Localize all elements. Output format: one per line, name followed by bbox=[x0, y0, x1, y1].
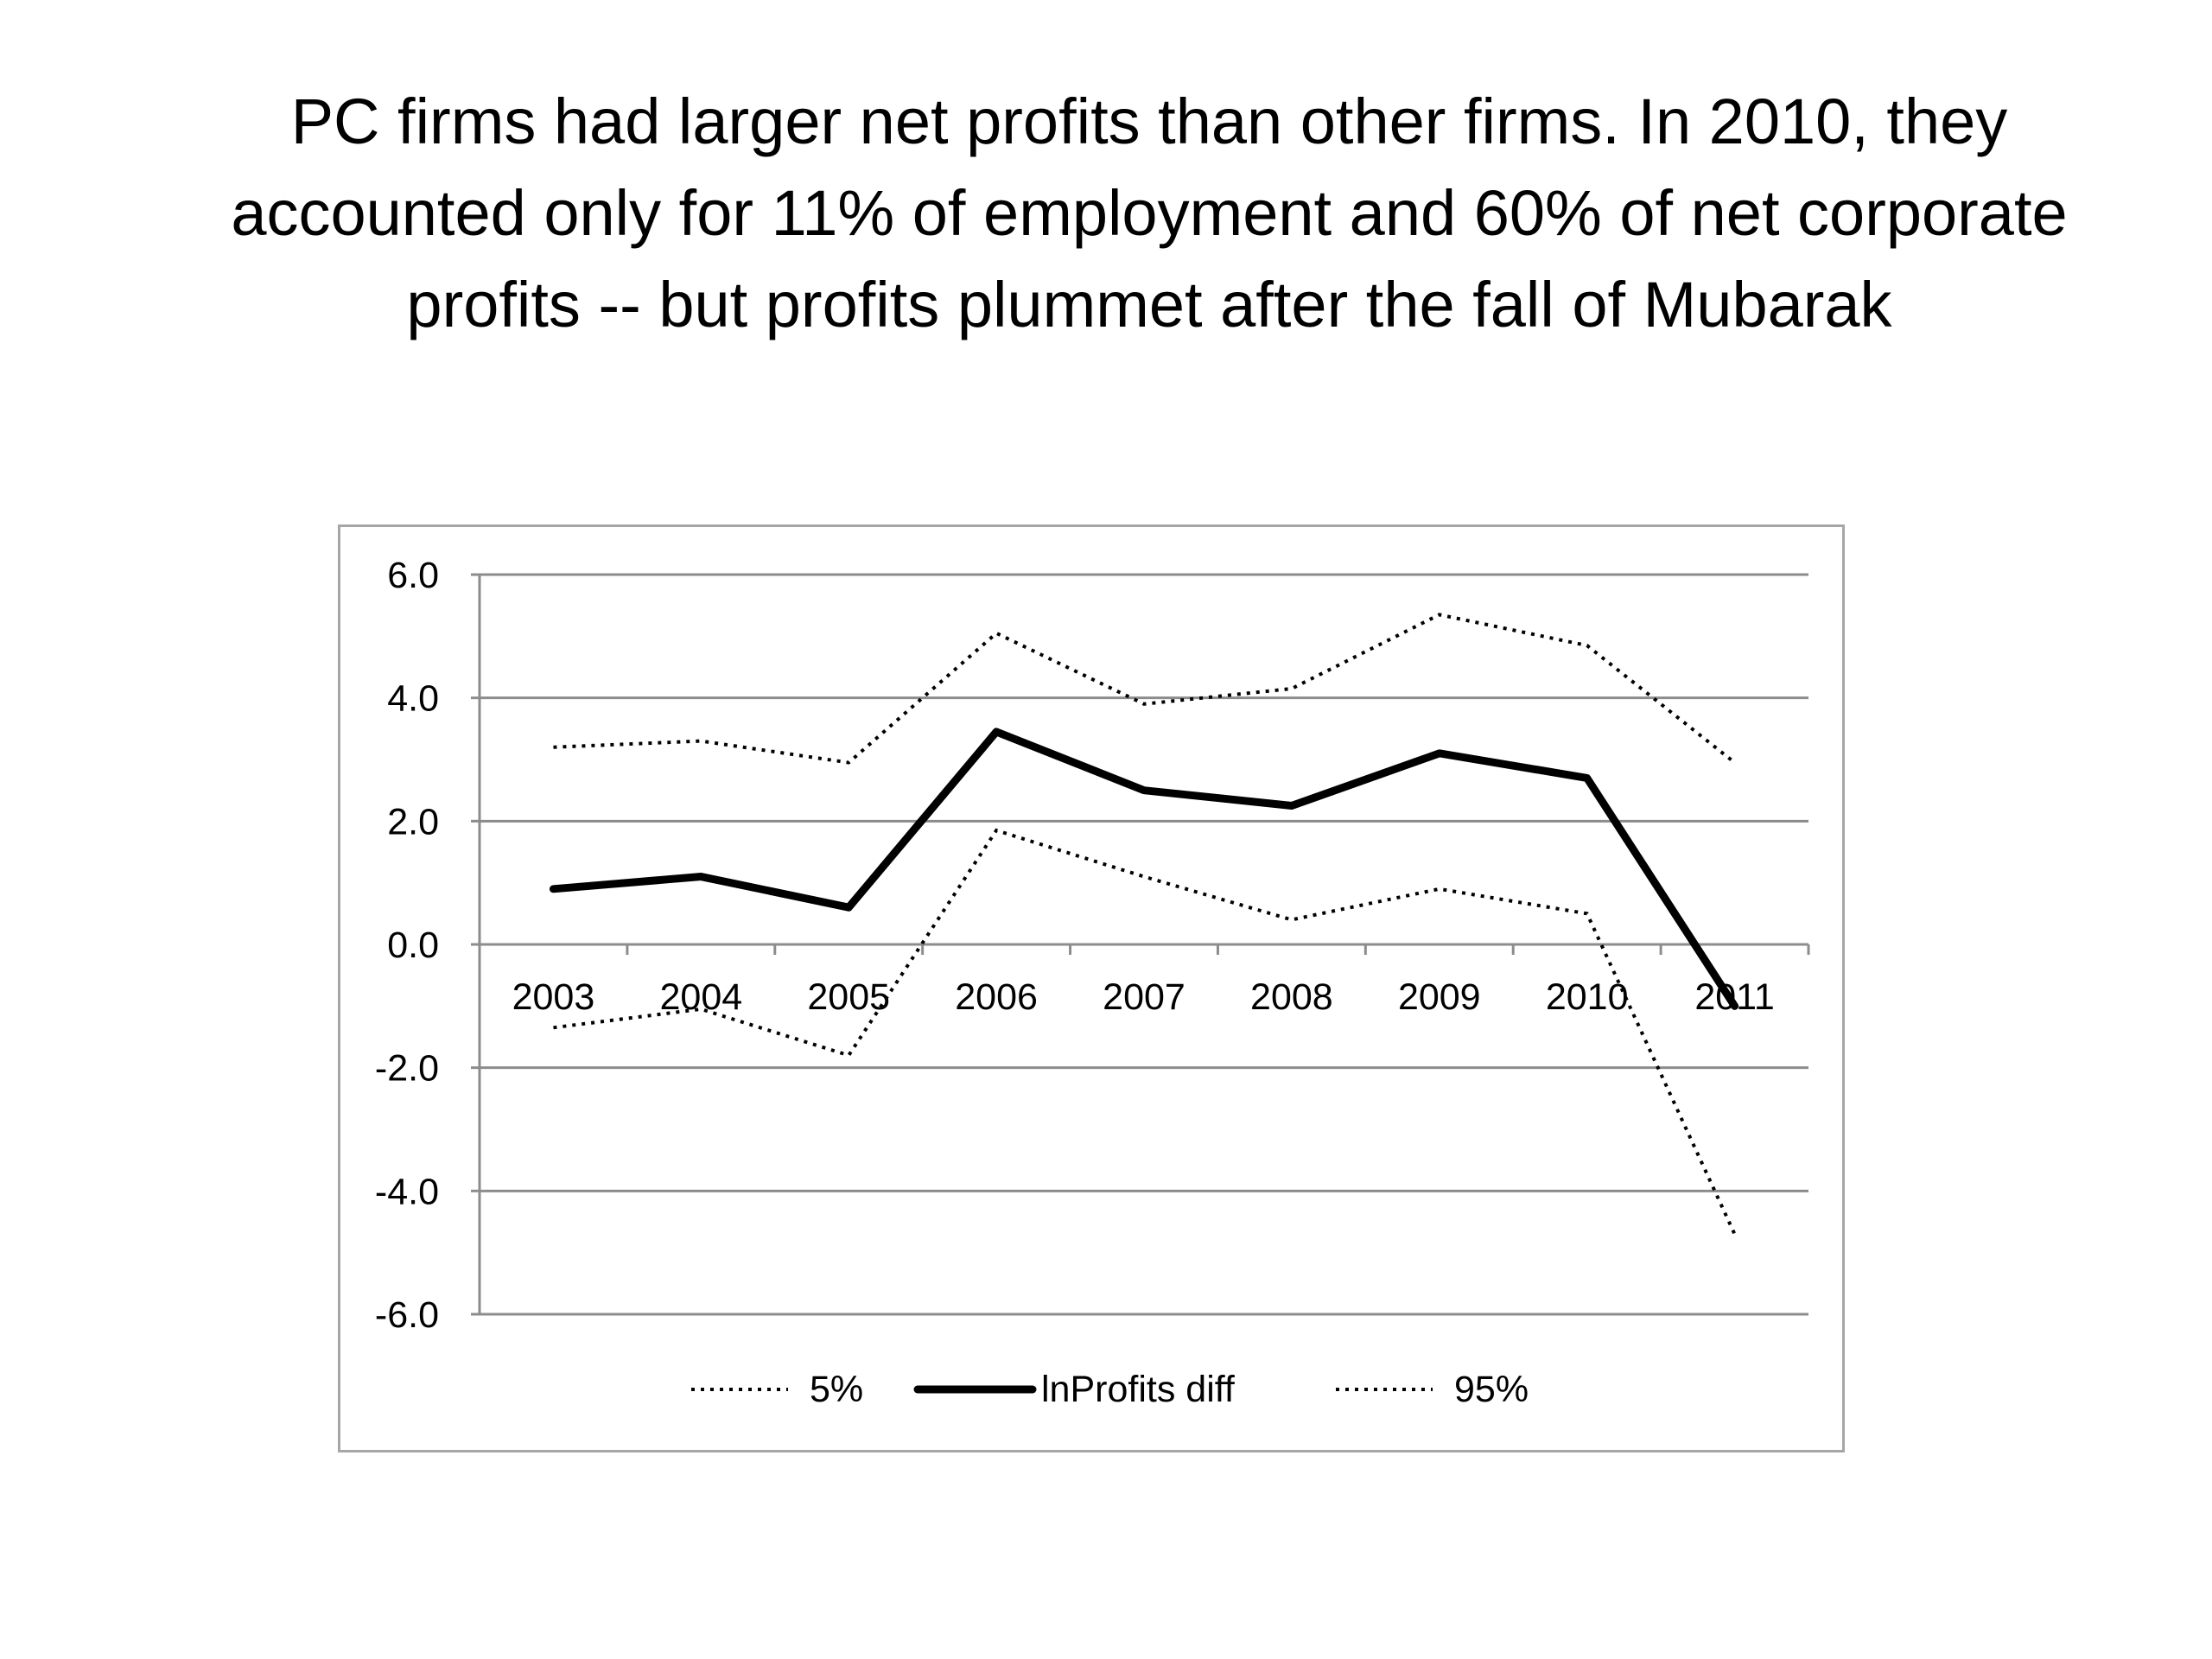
x-tick-labels: 2003 2004 2005 2006 2007 2008 2009 2010 2011 bbox=[512, 976, 1775, 1018]
title-line-3: profits -- but profits plummet after the… bbox=[406, 269, 1892, 340]
series-line-2 bbox=[553, 613, 1736, 765]
x-tick-label: 2004 bbox=[659, 976, 742, 1018]
y-tick-label: -6.0 bbox=[375, 1294, 439, 1336]
data-point bbox=[700, 741, 702, 742]
y-tick-label: -4.0 bbox=[375, 1171, 439, 1212]
y-tick-label: 0.0 bbox=[387, 925, 439, 966]
legend-label: lnProfits diff bbox=[1041, 1369, 1236, 1410]
y-tick-label: -2.0 bbox=[375, 1048, 439, 1090]
legend: 5% lnProfits diff 95% bbox=[691, 1369, 1529, 1410]
data-point bbox=[1734, 1233, 1736, 1235]
legend-label: 5% bbox=[810, 1369, 863, 1410]
slide-title: PC firms had larger net profits than oth… bbox=[156, 76, 2143, 351]
series-line-0 bbox=[553, 828, 1737, 1236]
x-tick-label: 2006 bbox=[955, 976, 1038, 1018]
title-line-2: accounted only for 11% of employment and… bbox=[231, 177, 2068, 249]
data-point bbox=[995, 632, 997, 634]
data-point bbox=[1439, 888, 1440, 890]
y-tick-label: 2.0 bbox=[387, 801, 439, 842]
y-tick-label: 6.0 bbox=[387, 555, 439, 596]
data-point bbox=[1291, 688, 1293, 690]
x-tick-label: 2010 bbox=[1546, 976, 1629, 1018]
x-tick-label: 2003 bbox=[512, 976, 595, 1018]
legend-label: 95% bbox=[1454, 1369, 1529, 1410]
series-lines bbox=[549, 613, 1739, 1236]
title-line-1: PC firms had larger net profits than oth… bbox=[290, 86, 2008, 157]
axes bbox=[471, 573, 1810, 1316]
data-point bbox=[1291, 918, 1293, 920]
x-tick-label: 2007 bbox=[1103, 976, 1185, 1018]
data-point bbox=[1143, 876, 1145, 878]
x-tick-label: 2005 bbox=[807, 976, 890, 1018]
x-tick-label: 2008 bbox=[1250, 976, 1333, 1018]
y-tick-labels: 6.0 4.0 2.0 0.0 -2.0 -4.0 -6.0 bbox=[375, 555, 439, 1336]
x-tick-label: 2011 bbox=[1694, 976, 1774, 1018]
x-tick-label: 2009 bbox=[1398, 976, 1481, 1018]
series-line-1 bbox=[549, 728, 1739, 1010]
y-tick-label: 4.0 bbox=[387, 678, 439, 720]
data-point bbox=[1734, 762, 1736, 764]
